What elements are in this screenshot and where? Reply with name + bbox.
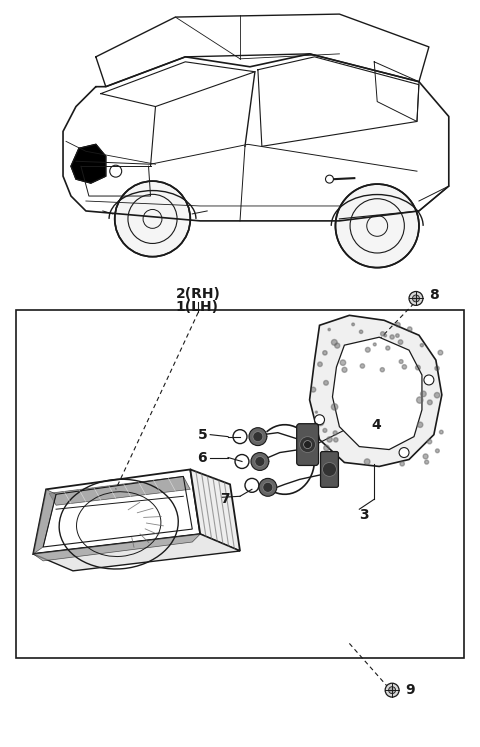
Circle shape [259, 478, 277, 496]
Circle shape [396, 334, 399, 338]
Circle shape [384, 334, 386, 337]
Circle shape [373, 343, 376, 346]
Polygon shape [190, 469, 240, 551]
Circle shape [385, 684, 399, 697]
Circle shape [323, 462, 336, 477]
Polygon shape [71, 144, 106, 183]
Polygon shape [49, 477, 190, 505]
Circle shape [335, 343, 340, 348]
Circle shape [324, 380, 328, 385]
Circle shape [318, 362, 322, 367]
Text: 4: 4 [371, 418, 381, 432]
Circle shape [333, 431, 337, 435]
Circle shape [323, 429, 327, 433]
Circle shape [317, 419, 324, 426]
Circle shape [435, 449, 439, 453]
Polygon shape [33, 469, 200, 554]
Circle shape [398, 340, 403, 344]
Polygon shape [33, 534, 200, 561]
Circle shape [434, 392, 440, 398]
Circle shape [311, 387, 316, 392]
Circle shape [249, 428, 267, 445]
Text: 3: 3 [360, 508, 369, 522]
Text: 5: 5 [197, 427, 207, 441]
Text: 2(RH): 2(RH) [175, 288, 220, 302]
Bar [16, 310, 464, 658]
Circle shape [408, 327, 412, 332]
Circle shape [412, 295, 420, 302]
Circle shape [428, 400, 432, 405]
Circle shape [336, 184, 419, 267]
Circle shape [416, 365, 420, 370]
Circle shape [304, 441, 312, 448]
Polygon shape [310, 315, 442, 466]
Circle shape [390, 335, 394, 339]
Text: 8: 8 [429, 288, 439, 303]
Circle shape [115, 181, 190, 257]
Circle shape [389, 686, 396, 694]
Circle shape [342, 368, 347, 372]
Circle shape [314, 415, 324, 425]
Circle shape [323, 350, 327, 355]
Text: 6: 6 [198, 450, 207, 465]
Circle shape [423, 454, 428, 459]
Circle shape [420, 391, 426, 397]
Circle shape [381, 332, 385, 336]
Circle shape [327, 437, 332, 442]
Circle shape [334, 438, 338, 442]
Circle shape [364, 459, 370, 465]
Circle shape [435, 366, 439, 371]
Circle shape [420, 344, 423, 347]
Circle shape [263, 483, 273, 492]
Text: 1(LH): 1(LH) [175, 300, 218, 314]
Circle shape [315, 411, 317, 413]
Circle shape [365, 347, 370, 352]
Circle shape [399, 359, 403, 364]
Circle shape [253, 432, 263, 441]
FancyBboxPatch shape [321, 451, 338, 487]
Circle shape [418, 422, 423, 427]
Circle shape [352, 323, 354, 326]
Polygon shape [333, 337, 422, 450]
Circle shape [332, 339, 337, 345]
Circle shape [424, 375, 434, 385]
Polygon shape [33, 534, 240, 571]
Circle shape [380, 368, 384, 372]
Text: 7: 7 [220, 492, 230, 506]
Circle shape [324, 445, 329, 450]
Circle shape [328, 329, 330, 331]
Polygon shape [33, 489, 56, 554]
Circle shape [427, 439, 432, 444]
Circle shape [400, 462, 404, 466]
Circle shape [396, 323, 400, 327]
Circle shape [360, 330, 363, 333]
Circle shape [251, 453, 269, 471]
Circle shape [417, 397, 423, 403]
Circle shape [402, 365, 407, 369]
Circle shape [440, 430, 443, 434]
Circle shape [340, 360, 346, 365]
Text: 9: 9 [405, 684, 415, 697]
Circle shape [438, 350, 443, 355]
Circle shape [255, 456, 265, 466]
Circle shape [409, 291, 423, 306]
Circle shape [399, 447, 409, 457]
Circle shape [386, 346, 390, 350]
Circle shape [425, 460, 429, 464]
Circle shape [360, 364, 365, 368]
Circle shape [331, 403, 338, 410]
Circle shape [300, 437, 315, 453]
FancyBboxPatch shape [297, 424, 319, 465]
